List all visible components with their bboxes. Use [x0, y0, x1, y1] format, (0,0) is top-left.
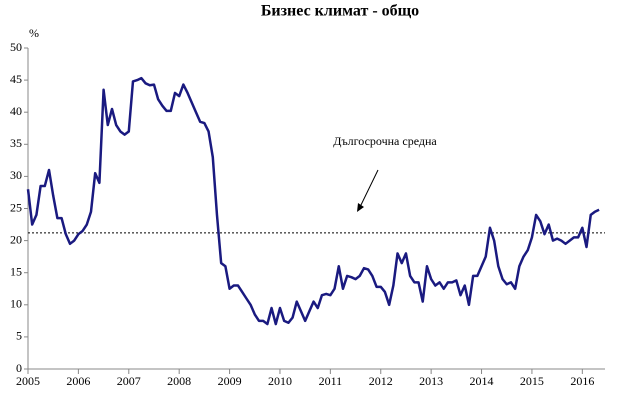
x-tick-label: 2010	[268, 374, 292, 388]
x-tick-label: 2015	[520, 374, 544, 388]
x-tick-label: 2005	[16, 374, 40, 388]
x-tick-label: 2016	[570, 374, 594, 388]
x-tick-label: 2007	[117, 374, 141, 388]
y-tick-label: 15	[10, 264, 22, 278]
arrow-head	[357, 203, 364, 212]
annotation-arrow	[359, 169, 379, 208]
y-tick-label: 25	[10, 200, 22, 214]
y-tick-label: 50	[10, 40, 22, 54]
y-tick-label: 45	[10, 72, 22, 86]
data-line	[26, 76, 600, 326]
x-tick-label: 2006	[66, 374, 90, 388]
y-tick-label: 40	[10, 104, 22, 118]
y-tick-label: 10	[10, 297, 22, 311]
y-tick-label: 30	[10, 168, 22, 182]
x-tick-label: 2009	[218, 374, 242, 388]
y-tick-label: 20	[10, 232, 22, 246]
annotation: Дългосрочна средна	[333, 134, 437, 148]
x-tick-label: 2008	[167, 374, 191, 388]
y-tick-label: 35	[10, 136, 22, 150]
x-tick-label: 2014	[470, 374, 494, 388]
x-tick-label: 2011	[319, 374, 343, 388]
y-tick-label: 5	[16, 329, 22, 343]
x-tick-label: 2012	[369, 374, 393, 388]
chart-title: Бизнес климат - общо	[261, 3, 419, 20]
y-tick-label: 0	[16, 361, 22, 375]
y-unit: %	[29, 26, 39, 40]
x-tick-label: 2013	[419, 374, 443, 388]
